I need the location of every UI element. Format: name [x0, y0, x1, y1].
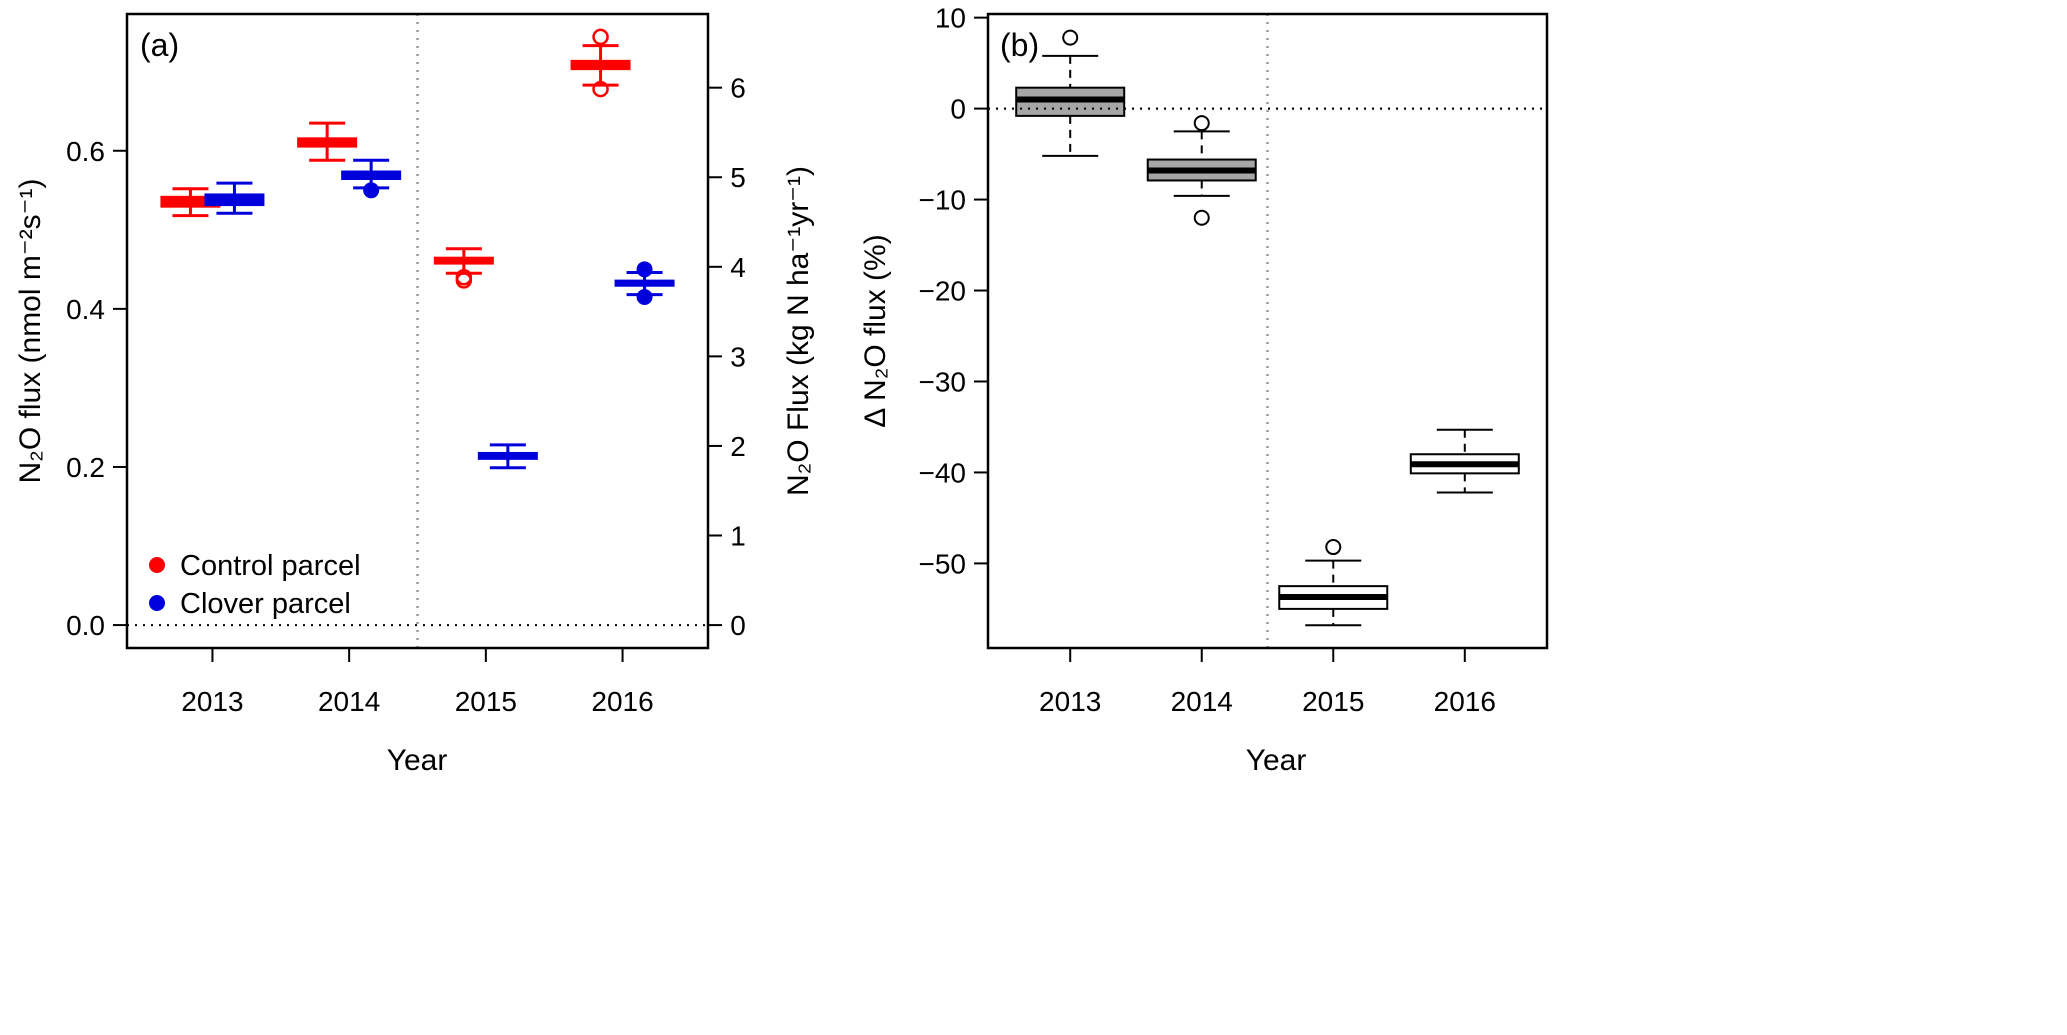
x-tick-label: 2013: [181, 686, 243, 717]
panel-b-label: (b): [1000, 27, 1039, 63]
box: [297, 137, 358, 148]
y-tick-label: −40: [919, 457, 967, 488]
box: [570, 59, 631, 71]
y-tick-label: 0.4: [66, 294, 105, 325]
panel-a-marks: [127, 14, 708, 648]
x-tick-label: 2015: [1302, 686, 1364, 717]
panel-a-label: (a): [140, 27, 179, 63]
x-tick-label: 2013: [1039, 686, 1101, 717]
box: [204, 193, 265, 207]
panel-a-xlabel: Year: [387, 744, 448, 777]
box: [477, 451, 538, 460]
panel-b-frame: [986, 12, 1549, 650]
right-y-tick-label: 0: [730, 610, 746, 641]
outlier-point: [363, 182, 380, 199]
outlier-point: [1062, 29, 1079, 46]
legend-marker-clover: [149, 595, 165, 611]
right-y-tick-label: 5: [730, 162, 746, 193]
legend-marker-control: [149, 557, 165, 573]
y-tick-label: −50: [919, 548, 967, 579]
y-tick-label: 0.0: [66, 610, 105, 641]
legend-label-clover: Clover parcel: [180, 588, 351, 620]
outlier-point: [1325, 539, 1342, 556]
outlier-point: [636, 289, 653, 306]
outlier-point: [592, 80, 609, 98]
panel-b: 2013 2014 2015 2016 10 0 −10 −20 −30 −40 −50 (b) Y…: [859, 3, 1549, 777]
right-y-tick-label: 2: [730, 431, 746, 462]
legend-label-control: Control parcel: [180, 550, 361, 582]
x-tick-label: 2015: [455, 686, 517, 717]
right-y-tick-label: 3: [730, 341, 746, 372]
outlier-point: [455, 272, 473, 289]
y-tick-label: −10: [919, 185, 967, 216]
x-tick-label: 2014: [1171, 686, 1233, 717]
right-y-tick-label: 1: [730, 521, 746, 552]
panel-a-ylabel: N₂O flux (nmol m⁻²s⁻¹): [14, 179, 47, 484]
x-tick-label: 2016: [1434, 686, 1496, 717]
panel-a-frame: [125, 12, 710, 650]
y-tick-label: 0: [950, 94, 966, 125]
x-tick-label: 2014: [318, 686, 380, 717]
panel-a-ylabel-right: N₂O Flux (kg N ha⁻¹yr⁻¹): [782, 166, 815, 496]
y-tick-label: −30: [919, 366, 967, 397]
y-tick-label: −20: [919, 276, 967, 307]
outlier-point: [1193, 209, 1210, 226]
panel-a-axes: 2013 2014 2015 2016 0.0 0.2 0.4 0.6 0 1 2 3 4 5 6: [66, 73, 746, 717]
box: [433, 256, 494, 265]
right-y-tick-label: 4: [730, 252, 746, 283]
x-tick-label: 2016: [591, 686, 653, 717]
right-y-tick-label: 6: [730, 73, 746, 104]
panel-b-xlabel: Year: [1246, 744, 1307, 777]
box: [614, 279, 675, 287]
outlier-point: [592, 28, 609, 46]
y-tick-label: 0.2: [66, 452, 105, 483]
box: [341, 170, 402, 181]
outlier-point: [636, 261, 653, 278]
y-tick-label: 10: [935, 3, 966, 34]
panel-b-marks: [988, 14, 1547, 648]
outlier-point: [1193, 115, 1210, 132]
y-tick-label: 0.6: [66, 136, 105, 167]
box: [160, 195, 221, 208]
panel-b-axes: 2013 2014 2015 2016 10 0 −10 −20 −30 −40 −50: [919, 3, 1496, 717]
legend: Control parcel Clover parcel: [149, 550, 361, 620]
panel-b-ylabel: Δ N₂O flux (%): [859, 234, 892, 427]
